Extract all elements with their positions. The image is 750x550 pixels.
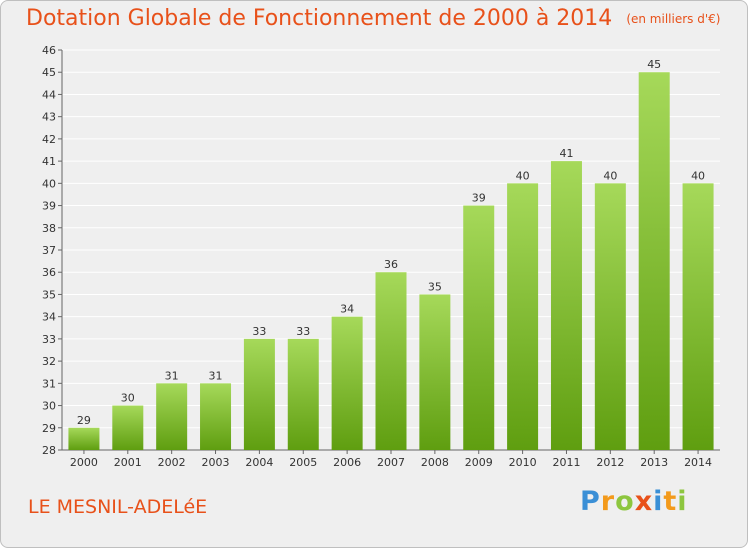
- y-tick-label: 45: [42, 66, 56, 79]
- data-label: 40: [603, 169, 617, 182]
- data-label: 31: [165, 369, 179, 382]
- y-tick-label: 40: [42, 177, 56, 190]
- data-label: 35: [428, 280, 442, 293]
- y-tick-label: 46: [42, 44, 56, 57]
- logo-letter: t: [663, 486, 678, 517]
- y-tick-label: 28: [42, 444, 56, 457]
- data-label: 29: [77, 414, 91, 427]
- y-tick-label: 29: [42, 422, 56, 435]
- data-label: 30: [121, 392, 135, 405]
- x-tick-label: 2014: [684, 456, 712, 469]
- y-tick-label: 30: [42, 400, 56, 413]
- bar: [550, 161, 582, 450]
- x-tick-label: 2006: [333, 456, 361, 469]
- data-label: 31: [209, 369, 223, 382]
- x-tick-label: 2002: [158, 456, 186, 469]
- chart-title-text: Dotation Globale de Fonctionnement de 20…: [26, 6, 613, 31]
- chart-title: Dotation Globale de Fonctionnement de 20…: [26, 6, 720, 31]
- y-tick-label: 34: [42, 311, 56, 324]
- data-label: 36: [384, 258, 398, 271]
- y-tick-label: 43: [42, 111, 56, 124]
- logo-letter: r: [600, 486, 616, 517]
- x-tick-label: 2010: [509, 456, 537, 469]
- y-tick-label: 35: [42, 288, 56, 301]
- y-tick-label: 33: [42, 333, 56, 346]
- logo-letter: i: [653, 486, 664, 517]
- x-tick-label: 2003: [202, 456, 230, 469]
- bar: [156, 383, 188, 450]
- x-tick-label: 2008: [421, 456, 449, 469]
- x-tick-label: 2000: [70, 456, 98, 469]
- bar: [507, 183, 539, 451]
- x-tick-label: 2001: [114, 456, 142, 469]
- bar: [638, 72, 670, 450]
- bar: [112, 405, 144, 450]
- proxiti-logo: Proxiti: [580, 486, 688, 517]
- y-tick-label: 36: [42, 266, 56, 279]
- x-tick-label: 2013: [640, 456, 668, 469]
- commune-name: LE MESNIL-ADELéE: [28, 496, 208, 518]
- bar: [463, 205, 495, 450]
- bar: [331, 316, 363, 450]
- bar: [594, 183, 626, 451]
- data-label: 41: [559, 147, 573, 160]
- bars: [68, 72, 714, 451]
- logo-letter: x: [634, 486, 654, 517]
- bar: [200, 383, 232, 450]
- data-label: 40: [516, 169, 530, 182]
- y-tick-label: 38: [42, 222, 56, 235]
- y-tick-label: 44: [42, 88, 56, 101]
- data-label: 45: [647, 58, 661, 71]
- bar: [287, 338, 319, 450]
- y-tick-label: 39: [42, 200, 56, 213]
- x-tick-label: 2004: [245, 456, 273, 469]
- chart-unit: (en milliers d'€): [626, 12, 721, 26]
- logo-letter: o: [615, 486, 635, 517]
- y-tick-label: 32: [42, 355, 56, 368]
- bar: [419, 294, 451, 450]
- y-tick-label: 41: [42, 155, 56, 168]
- bar: [375, 272, 407, 450]
- data-label: 39: [472, 192, 486, 205]
- x-tick-label: 2007: [377, 456, 405, 469]
- x-tick-label: 2009: [465, 456, 493, 469]
- data-labels: 29 30 31 31 33 33 34 36 35 39 40 41 40 45 40: [77, 58, 705, 427]
- data-label: 33: [296, 325, 310, 338]
- data-label: 40: [691, 169, 705, 182]
- y-tick-label: 37: [42, 244, 56, 257]
- bar: [243, 338, 275, 450]
- bar: [68, 427, 100, 450]
- y-tick-label: 42: [42, 133, 56, 146]
- y-tick-label: 31: [42, 377, 56, 390]
- x-tick-label: 2011: [552, 456, 580, 469]
- logo-letter: P: [580, 486, 601, 517]
- data-label: 33: [252, 325, 266, 338]
- bar: [682, 183, 714, 451]
- x-tick-label: 2012: [596, 456, 624, 469]
- data-label: 34: [340, 303, 354, 316]
- x-axis: 2000 2001 2002 2003 2004 2005 2006 2007 2008 2009…: [70, 450, 712, 469]
- x-tick-label: 2005: [289, 456, 317, 469]
- logo-letter: i: [677, 486, 688, 517]
